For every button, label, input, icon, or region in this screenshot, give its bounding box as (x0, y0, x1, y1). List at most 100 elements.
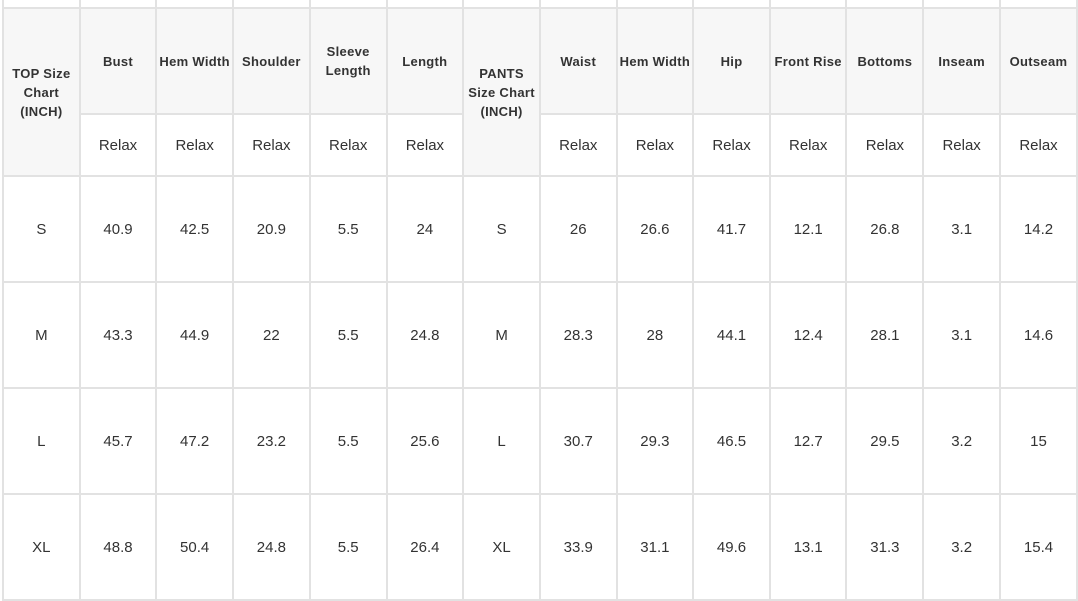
value-cell: 12.7 (768, 387, 848, 495)
value-cell: 44.9 (155, 281, 234, 389)
value-cell: 30.7 (538, 387, 618, 495)
empty-cell (922, 0, 1001, 9)
column-header: Shoulder (231, 7, 311, 115)
empty-cell (538, 0, 618, 9)
value-cell: 26.6 (615, 175, 695, 283)
value-cell: 12.4 (768, 281, 848, 389)
value-cell: 50.4 (155, 493, 234, 601)
fit-label: Relax (615, 113, 695, 177)
size-cell: M (462, 281, 541, 389)
value-cell: 41.7 (692, 175, 771, 283)
fit-label: Relax (692, 113, 771, 177)
pants-size-chart-label: PANTS Size Chart (INCH) (462, 7, 541, 177)
size-cell: S (2, 175, 81, 283)
value-cell: 46.5 (692, 387, 771, 495)
header-row: TOP Size Chart (INCH) Bust Hem Width Should… (2, 7, 1078, 177)
value-cell: 40.9 (78, 175, 158, 283)
empty-cell (692, 0, 771, 9)
value-cell: 3.1 (922, 281, 1001, 389)
fit-label: Relax (78, 113, 158, 177)
size-cell: L (462, 387, 541, 495)
fit-label: Relax (308, 113, 388, 177)
empty-cell (2, 0, 81, 9)
value-cell: 5.5 (308, 281, 388, 389)
value-cell: 43.3 (78, 281, 158, 389)
column-header: Hem Width (615, 7, 695, 115)
fit-label: Relax (768, 113, 848, 177)
table-row: S 40.9 42.5 20.9 5.5 24 S 26 26.6 41.7 12.1 26.8 3.1… (2, 175, 1078, 283)
value-cell: 13.1 (768, 493, 848, 601)
fit-row: Relax Relax Relax Relax Relax Relax Relax Relax… (3, 113, 1078, 177)
column-header: Bust (78, 7, 158, 115)
value-cell: 31.3 (845, 493, 925, 601)
fit-label: Relax (155, 113, 234, 177)
value-cell: 48.8 (78, 493, 158, 601)
top-size-chart-label: TOP Size Chart (INCH) (2, 7, 81, 177)
value-cell: 12.1 (768, 175, 848, 283)
value-cell: 14.6 (999, 281, 1078, 389)
value-cell: 23.2 (231, 387, 311, 495)
value-cell: 3.2 (922, 387, 1001, 495)
size-cell: XL (462, 493, 541, 601)
value-cell: 26 (538, 175, 618, 283)
empty-cell (231, 0, 311, 9)
empty-cell (155, 0, 234, 9)
column-header: Hip (692, 7, 771, 115)
value-cell: 44.1 (692, 281, 771, 389)
empty-cell (615, 0, 695, 9)
value-cell: 3.1 (922, 175, 1001, 283)
column-header: Inseam (922, 7, 1001, 115)
previous-row (2, 0, 1078, 9)
value-cell: 28.3 (538, 281, 618, 389)
value-cell: 26.8 (845, 175, 925, 283)
column-header: Waist (538, 7, 618, 115)
value-cell: 26.4 (385, 493, 465, 601)
column-header: Sleeve Length (308, 7, 388, 115)
column-header: Length (385, 7, 465, 115)
value-cell: 25.6 (385, 387, 465, 495)
fit-label: Relax (999, 113, 1078, 177)
value-cell: 45.7 (78, 387, 158, 495)
value-cell: 24 (385, 175, 465, 283)
value-cell: 28.1 (845, 281, 925, 389)
empty-cell (78, 0, 158, 9)
column-header: Hem Width (155, 7, 234, 115)
value-cell: 14.2 (999, 175, 1078, 283)
value-cell: 5.5 (308, 493, 388, 601)
value-cell: 42.5 (155, 175, 234, 283)
fit-label: Relax (922, 113, 1001, 177)
value-cell: 5.5 (308, 175, 388, 283)
size-cell: M (2, 281, 81, 389)
value-cell: 15.4 (999, 493, 1078, 601)
value-cell: 20.9 (231, 175, 311, 283)
value-cell: 24.8 (385, 281, 465, 389)
value-cell: 49.6 (692, 493, 771, 601)
value-cell: 15 (999, 387, 1078, 495)
value-cell: 3.2 (922, 493, 1001, 601)
empty-cell (385, 0, 465, 9)
fit-label: Relax (538, 113, 618, 177)
fit-label: Relax (385, 113, 465, 177)
size-cell: S (462, 175, 541, 283)
size-cell: L (2, 387, 81, 495)
value-cell: 5.5 (308, 387, 388, 495)
empty-cell (845, 0, 925, 9)
size-cell: XL (2, 493, 81, 601)
value-cell: 29.3 (615, 387, 695, 495)
value-cell: 31.1 (615, 493, 695, 601)
value-cell: 28 (615, 281, 695, 389)
value-cell: 22 (231, 281, 311, 389)
empty-cell (462, 0, 541, 9)
empty-cell (999, 0, 1078, 9)
column-header: Front Rise (768, 7, 848, 115)
table-row: L 45.7 47.2 23.2 5.5 25.6 L 30.7 29.3 46.5 12.7 29.… (2, 387, 1078, 495)
value-cell: 29.5 (845, 387, 925, 495)
column-header: Outseam (999, 7, 1078, 115)
table-row: XL 48.8 50.4 24.8 5.5 26.4 XL 33.9 31.1 49.6 13.1 3… (2, 493, 1078, 601)
value-cell: 33.9 (538, 493, 618, 601)
column-header: Bottoms (845, 7, 925, 115)
value-cell: 24.8 (231, 493, 311, 601)
fit-label: Relax (231, 113, 311, 177)
